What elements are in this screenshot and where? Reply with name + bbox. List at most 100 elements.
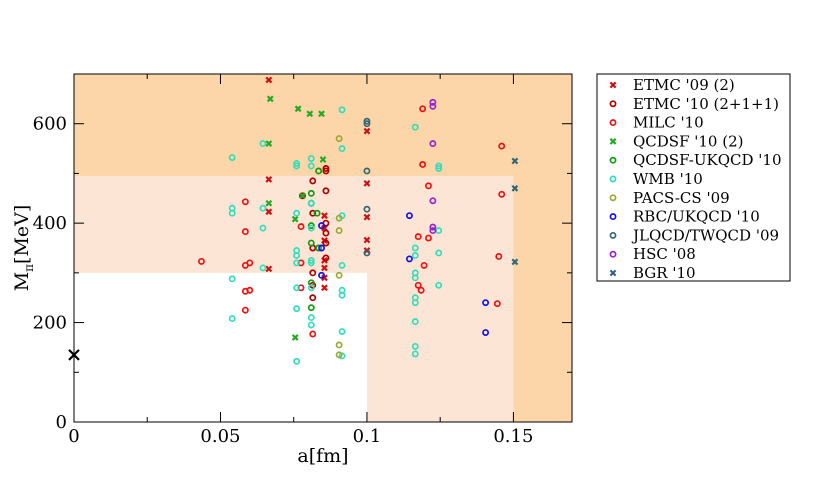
point-milc-10-8 xyxy=(297,223,305,231)
point-wmb-10-25 xyxy=(307,314,315,322)
series-etmc-09-2 xyxy=(265,76,371,292)
point-wmb-10-14 xyxy=(293,259,301,267)
point-etmc-09-2-11-stroke-b xyxy=(363,127,371,135)
point-pacs-cs-09-1 xyxy=(335,214,343,222)
point-wmb-10-13 xyxy=(293,252,301,259)
point-etmc-09-2-8 xyxy=(321,264,328,272)
point-qcdsf-ukqcd-10-5 xyxy=(307,304,315,312)
point-jlqcd-twqcd-09-0 xyxy=(363,117,371,125)
legend-item-wmb-10: WMB '10 xyxy=(609,170,703,188)
point-wmb-10-44 xyxy=(411,350,419,358)
point-pacs-cs-09-0 xyxy=(335,135,343,143)
y-tick-label-0: 0 xyxy=(56,412,67,433)
point-wmb-10-46 xyxy=(435,165,443,172)
point-etmc-09-2-2-stroke-b xyxy=(265,208,273,216)
point-wmb-10-0 xyxy=(228,154,236,161)
shaded-regions xyxy=(74,74,572,422)
point-bgr-10-2-stroke-b xyxy=(511,258,519,266)
point-wmb-10-18 xyxy=(307,155,315,162)
legend-marker-jlqcd-twqcd-09 xyxy=(609,231,617,239)
point-qcdsf-10-2-9 xyxy=(299,192,306,200)
point-wmb-10-8 xyxy=(259,264,267,272)
point-milc-10-15 xyxy=(420,261,428,269)
point-etmc-10-2-1-1-11 xyxy=(322,229,330,237)
point-etmc-10-2-1-1-12 xyxy=(322,239,330,247)
point-hsc-08-5 xyxy=(429,227,437,235)
point-wmb-10-10 xyxy=(293,162,301,170)
x-tick-label-3: 0.15 xyxy=(493,426,533,447)
point-qcdsf-ukqcd-10-0 xyxy=(307,189,315,197)
point-bgr-10-1 xyxy=(511,184,519,192)
point-wmb-10-4 xyxy=(228,315,236,323)
point-wmb-10-33 xyxy=(338,328,346,335)
point-wmb-10-5 xyxy=(259,140,267,148)
point-qcdsf-ukqcd-10-8 xyxy=(315,244,323,252)
point-milc-10-21 xyxy=(498,190,506,198)
legend-marker-etmc-09-2 xyxy=(609,81,617,89)
point-wmb-10-22 xyxy=(307,256,315,264)
point-etmc-10-2-1-1-6 xyxy=(309,294,317,302)
point-milc-10-16 xyxy=(414,281,422,289)
point-hsc-08-4 xyxy=(429,223,437,231)
point-etmc-09-2-1 xyxy=(265,176,273,183)
point-jlqcd-twqcd-09-1 xyxy=(363,120,371,128)
series-wmb-10 xyxy=(228,106,443,365)
point-etmc-09-2-9 xyxy=(321,274,328,282)
legend-item-etmc-10-2-1-1: ETMC '10 (2+1+1) xyxy=(609,95,779,113)
point-milc-10-13 xyxy=(419,161,427,168)
point-wmb-10-37 xyxy=(411,252,419,259)
point-milc-10-18 xyxy=(425,234,432,242)
y-axis-label-unit: [MeV] xyxy=(11,205,33,264)
data-points xyxy=(197,76,519,365)
legend-marker-hsc-08 xyxy=(609,250,617,258)
point-etmc-09-2-4 xyxy=(321,212,328,220)
point-wmb-10-6 xyxy=(259,204,267,212)
legend-marker-etmc-09-2-stroke-b xyxy=(609,81,617,89)
point-hsc-08-3 xyxy=(429,197,437,205)
legend-marker-bgr-10 xyxy=(609,269,617,277)
point-milc-10-19 xyxy=(425,182,432,190)
point-jlqcd-twqcd-09-3 xyxy=(363,205,371,213)
legend-label-hsc-08: HSC '08 xyxy=(633,245,696,263)
point-wmb-10-7 xyxy=(259,224,267,232)
point-qcdsf-10-2-8 xyxy=(319,156,327,163)
series-qcdsf-10-2 xyxy=(265,95,327,341)
point-wmb-10-20 xyxy=(307,199,315,207)
point-wmb-10-3 xyxy=(228,275,236,283)
point-etmc-09-2-0-stroke-b xyxy=(265,76,273,84)
legend-item-rbc-ukqcd-10: RBC/UKQCD '10 xyxy=(609,208,760,226)
legend-label-qcdsf-10-2: QCDSF '10 (2) xyxy=(633,132,743,150)
legend-item-etmc-09-2: ETMC '09 (2) xyxy=(609,76,735,94)
point-rbc-ukqcd-10-3 xyxy=(405,212,413,220)
point-wmb-10-21 xyxy=(307,224,315,232)
point-wmb-10-49 xyxy=(435,281,443,289)
x-tick-label-2: 0.1 xyxy=(353,426,382,447)
point-etmc-10-2-1-1-13 xyxy=(322,254,330,262)
point-qcdsf-10-2-9-stroke-b xyxy=(299,192,306,200)
point-hsc-08-2 xyxy=(429,140,437,148)
point-etmc-09-2-14-stroke-b xyxy=(363,236,371,244)
point-wmb-10-15 xyxy=(293,284,301,292)
point-wmb-10-2 xyxy=(228,209,236,217)
point-qcdsf-10-2-3-stroke-b xyxy=(318,110,325,118)
legend-item-qcdsf-ukqcd-10: QCDSF-UKQCD '10 xyxy=(609,151,782,169)
x-tick-label-0: 0 xyxy=(68,426,79,447)
point-wmb-10-45 xyxy=(435,162,443,170)
point-qcdsf-10-2-0 xyxy=(266,95,274,103)
point-milc-10-5 xyxy=(241,306,249,314)
point-milc-10-11 xyxy=(309,330,317,338)
point-pacs-cs-09-2 xyxy=(335,227,343,235)
axis-ticks xyxy=(73,74,572,423)
point-wmb-10-42 xyxy=(411,318,419,326)
point-wmb-10-43 xyxy=(411,342,419,350)
legend-label-milc-10: MILC '10 xyxy=(633,114,704,132)
point-bgr-10-0 xyxy=(511,157,519,165)
y-axis-label-subscript: π xyxy=(22,264,36,272)
point-rbc-ukqcd-10-2 xyxy=(318,222,325,230)
point-milc-10-20 xyxy=(498,142,506,150)
point-wmb-10-17 xyxy=(293,357,301,365)
point-etmc-10-2-1-1-1 xyxy=(309,177,317,185)
point-wmb-10-35 xyxy=(411,123,419,131)
point-etmc-09-2-2 xyxy=(265,208,273,216)
